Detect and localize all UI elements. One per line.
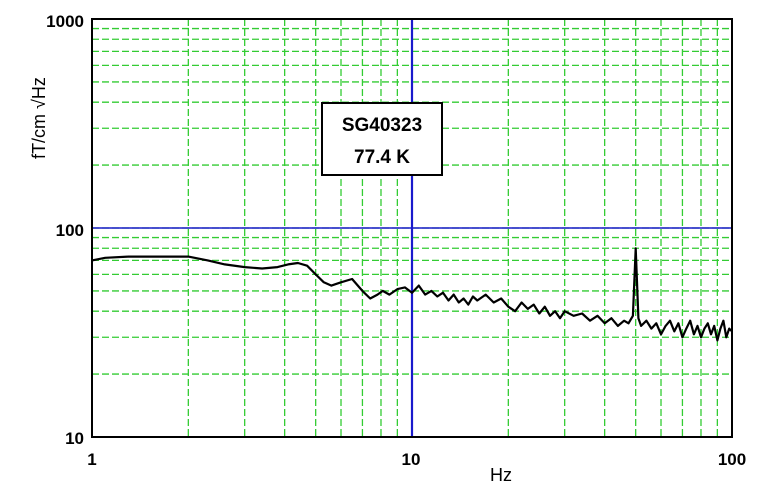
noise-series-line	[91, 247, 733, 342]
y-tick-label-1000: 1000	[46, 12, 84, 31]
x-tick-label-100: 100	[718, 450, 746, 469]
annotation-sensor-id: SG40323	[342, 115, 422, 136]
y-axis-label: fT/cm √Hz	[29, 77, 49, 159]
annotation-temperature: 77.4 K	[354, 147, 410, 168]
x-tick-label-10: 10	[402, 450, 421, 469]
x-axis-label: Hz	[490, 465, 512, 485]
annotation-box: SG40323 77.4 K	[321, 102, 443, 176]
y-tick-label-10: 10	[65, 429, 84, 448]
x-tick-labels: 1 10 100	[87, 450, 746, 469]
x-tick-label-1: 1	[87, 450, 96, 469]
annotation-frame	[321, 102, 443, 176]
y-tick-labels: 10 100 1000	[46, 12, 84, 448]
y-tick-label-100: 100	[56, 221, 84, 240]
plot-frame	[91, 18, 733, 438]
